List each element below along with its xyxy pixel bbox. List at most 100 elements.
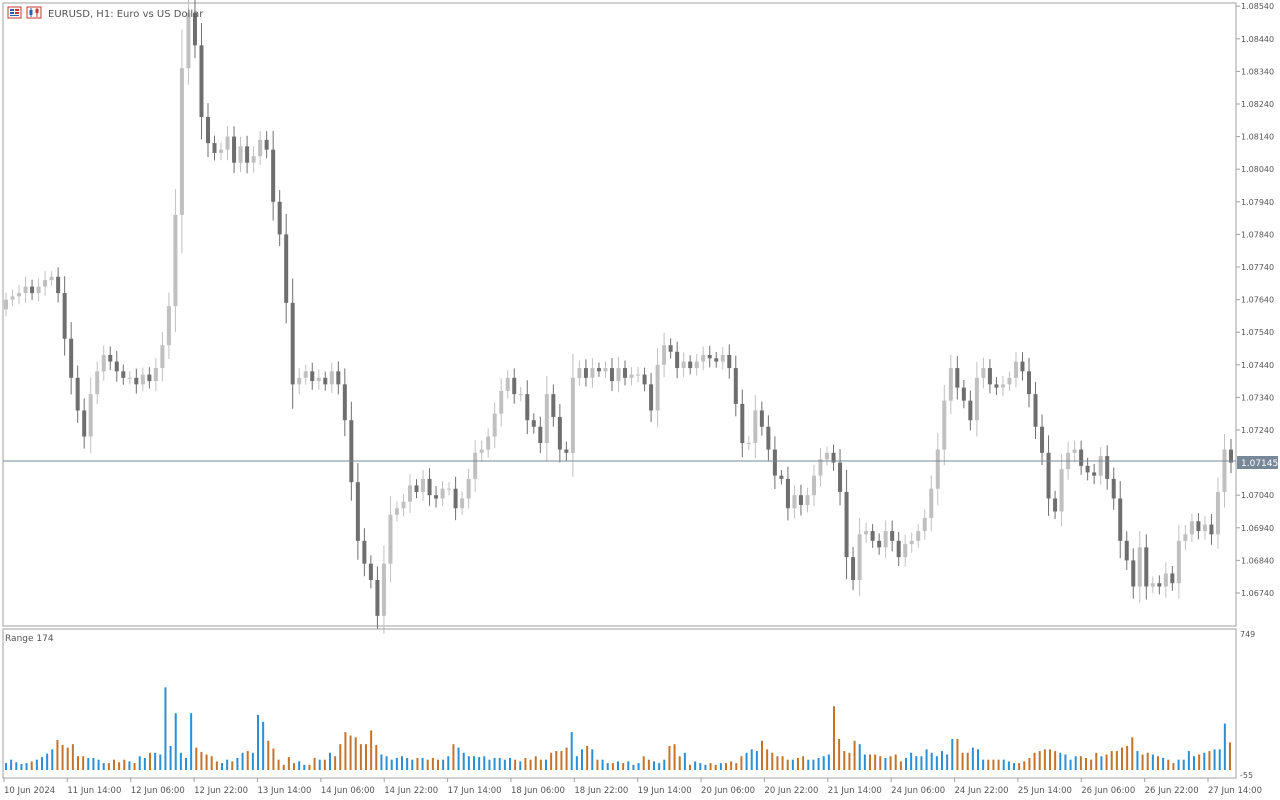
candle[interactable] [43, 270, 48, 296]
candle[interactable] [95, 361, 100, 404]
candle[interactable] [564, 441, 569, 461]
candle[interactable] [232, 126, 237, 174]
candle[interactable] [460, 491, 465, 516]
candle[interactable] [851, 546, 856, 591]
candle[interactable] [166, 292, 171, 359]
candle[interactable] [916, 524, 921, 548]
candle[interactable] [707, 345, 712, 368]
candle[interactable] [512, 368, 517, 404]
candle[interactable] [466, 468, 471, 509]
candle[interactable] [427, 468, 432, 506]
candle[interactable] [316, 369, 321, 390]
candle[interactable] [258, 130, 263, 166]
candle[interactable] [121, 364, 126, 385]
candle[interactable] [264, 131, 269, 159]
candle[interactable] [922, 509, 927, 540]
candle[interactable] [186, 0, 191, 85]
candle[interactable] [82, 398, 87, 449]
candle[interactable] [518, 386, 523, 402]
candle[interactable] [1046, 435, 1051, 516]
candle[interactable] [838, 449, 843, 506]
candle[interactable] [381, 545, 386, 635]
candle[interactable] [10, 289, 15, 307]
candle[interactable] [1105, 445, 1110, 490]
candle[interactable] [974, 361, 979, 437]
candle[interactable] [688, 355, 693, 375]
candle[interactable] [1013, 352, 1018, 388]
candle[interactable] [1202, 515, 1207, 540]
candle[interactable] [857, 518, 862, 597]
candle[interactable] [935, 432, 940, 506]
candle[interactable] [290, 278, 295, 409]
candle[interactable] [1215, 477, 1220, 549]
candle[interactable] [486, 428, 491, 458]
candle[interactable] [440, 481, 445, 506]
candle[interactable] [1079, 440, 1084, 475]
candle[interactable] [434, 486, 439, 508]
candle[interactable] [746, 435, 751, 451]
candle[interactable] [948, 354, 953, 415]
candle[interactable] [277, 190, 282, 247]
candle[interactable] [675, 341, 680, 379]
candle[interactable] [225, 126, 230, 161]
chart-window-icon[interactable] [7, 6, 22, 19]
candle[interactable] [994, 377, 999, 395]
candle[interactable] [101, 345, 106, 381]
candle[interactable] [1092, 463, 1097, 485]
candle[interactable] [753, 395, 758, 459]
candle[interactable] [1124, 531, 1129, 570]
candle[interactable] [69, 322, 74, 395]
candle[interactable] [1222, 434, 1227, 508]
candle[interactable] [1007, 371, 1012, 391]
candle[interactable] [961, 379, 966, 409]
candle[interactable] [805, 487, 810, 513]
candle[interactable] [394, 501, 399, 522]
candle[interactable] [199, 23, 204, 140]
candle[interactable] [694, 354, 699, 376]
candle[interactable] [642, 367, 647, 392]
candle[interactable] [740, 389, 745, 458]
candle[interactable] [987, 359, 992, 394]
candle[interactable] [1111, 467, 1116, 510]
candle[interactable] [30, 279, 35, 300]
candle[interactable] [342, 368, 347, 437]
candle[interactable] [349, 401, 354, 501]
candle[interactable] [590, 358, 595, 388]
candle[interactable] [1000, 375, 1005, 397]
candle[interactable] [1137, 531, 1142, 603]
candle[interactable] [108, 346, 113, 371]
candle[interactable] [23, 276, 28, 303]
candle[interactable] [655, 347, 660, 428]
candle[interactable] [1118, 481, 1123, 559]
candle[interactable] [1150, 576, 1155, 594]
candle[interactable] [362, 528, 367, 577]
candle[interactable] [368, 555, 373, 589]
candle[interactable] [1163, 562, 1168, 598]
candle[interactable] [179, 29, 184, 254]
candle[interactable] [271, 130, 276, 221]
candle[interactable] [355, 463, 360, 560]
candle[interactable] [88, 377, 93, 454]
candle[interactable] [147, 367, 152, 389]
candle[interactable] [636, 366, 641, 383]
candle[interactable] [160, 332, 165, 382]
candle[interactable] [844, 469, 849, 580]
range-histogram[interactable] [5, 687, 1231, 770]
candle[interactable] [1189, 513, 1194, 542]
candle[interactable] [212, 135, 217, 161]
candle[interactable] [662, 332, 667, 378]
candle[interactable] [583, 359, 588, 387]
candle[interactable] [1196, 513, 1201, 540]
candle[interactable] [153, 358, 158, 392]
candle[interactable] [388, 496, 393, 583]
candle[interactable] [596, 362, 601, 377]
candle[interactable] [447, 482, 452, 496]
candle[interactable] [1176, 525, 1181, 599]
candle[interactable] [772, 436, 777, 489]
candle[interactable] [811, 464, 816, 506]
candle[interactable] [883, 520, 888, 559]
candle[interactable] [1131, 548, 1136, 599]
candle[interactable] [205, 103, 210, 158]
candle[interactable] [890, 520, 895, 552]
candle[interactable] [623, 360, 628, 386]
